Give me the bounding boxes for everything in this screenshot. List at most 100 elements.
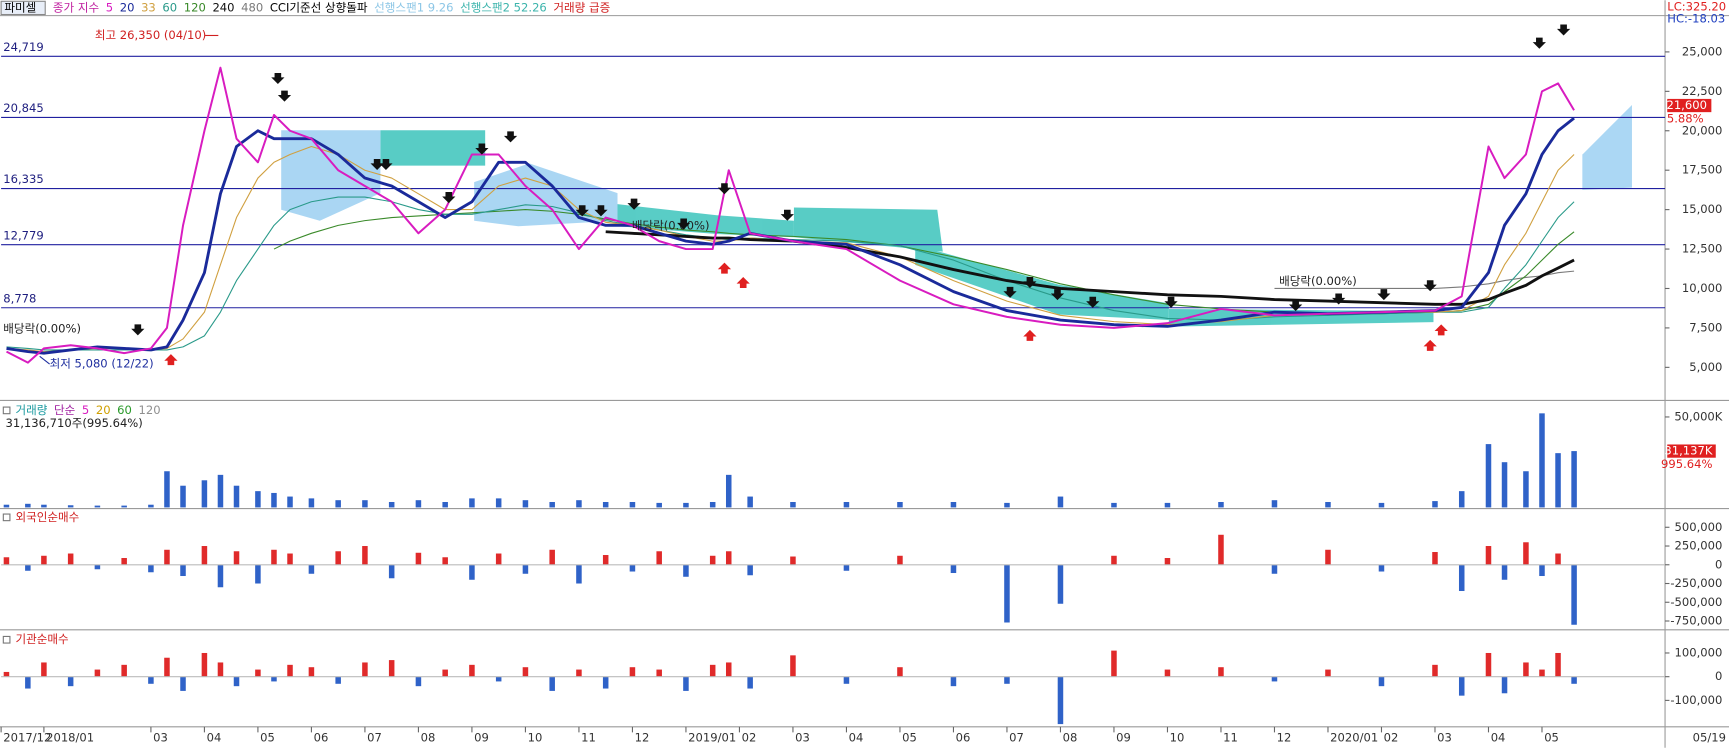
y-tick-label: 10,000	[1682, 281, 1722, 295]
bar	[217, 564, 224, 588]
y-tick-label: 500,000	[1675, 520, 1723, 534]
bar	[1378, 676, 1385, 687]
current-price: 21,600	[1666, 98, 1706, 112]
bar	[121, 558, 127, 565]
bar	[522, 667, 529, 677]
y-tick-label: 50,000K	[1674, 409, 1722, 423]
bar	[1325, 549, 1331, 565]
bar	[362, 546, 368, 565]
level-label: 24,719	[3, 40, 43, 54]
bar	[469, 498, 475, 508]
legend-entry: 20	[120, 0, 135, 14]
legend-entry: 20	[96, 403, 111, 417]
sell-signal	[1532, 37, 1546, 49]
x-tick-label: 03	[1437, 730, 1452, 744]
bar	[217, 662, 224, 677]
bar	[897, 667, 903, 677]
y-tick-label: 0	[1715, 557, 1722, 571]
bar	[656, 551, 662, 565]
bar	[41, 504, 47, 508]
bar	[233, 551, 240, 565]
x-tick-label: 12	[1277, 730, 1292, 744]
level-label: 20,845	[3, 101, 43, 115]
bar	[495, 553, 502, 565]
bar	[576, 500, 582, 508]
y-tick-label: 22,500	[1682, 84, 1722, 98]
x-tick-label: 07	[1009, 730, 1024, 744]
bar	[469, 564, 475, 580]
y-tick-label: 7,500	[1689, 320, 1722, 334]
bar	[388, 501, 395, 508]
bar	[683, 502, 689, 508]
lc-value: LC:325.20	[1667, 0, 1726, 13]
bar	[1571, 676, 1577, 684]
bar	[950, 501, 957, 508]
bar	[121, 505, 127, 508]
bar	[1432, 552, 1438, 565]
signal-label: 선행스팬2 52.26	[460, 0, 547, 14]
x-tick-label: 03	[153, 730, 168, 744]
cloud	[617, 204, 794, 238]
y-tick-label: 100,000	[1675, 645, 1723, 659]
annotation-arrow	[39, 355, 50, 365]
sell-signal	[1003, 286, 1017, 298]
bar	[388, 660, 395, 677]
bar	[335, 500, 341, 508]
y-tick-label: -500,000	[1670, 595, 1722, 609]
bar	[576, 669, 582, 677]
bar	[25, 503, 31, 508]
current-price-box	[1667, 98, 1712, 113]
bar	[67, 553, 74, 565]
sell-signal	[575, 205, 589, 217]
annotation: 최저 5,080 (12/22)	[50, 357, 154, 371]
panel-icon	[2, 513, 11, 522]
bar	[1458, 676, 1465, 696]
bar	[1523, 471, 1529, 508]
bar	[388, 564, 395, 579]
sell-signal	[1023, 276, 1037, 288]
bar	[725, 662, 732, 677]
ma-line	[605, 230, 1575, 306]
stock-name-box[interactable]	[0, 0, 46, 16]
bar	[1004, 502, 1010, 508]
legend-entry: 5	[82, 403, 89, 417]
bar	[3, 671, 10, 677]
bar	[1271, 676, 1278, 682]
bar	[3, 557, 10, 565]
bar	[1485, 444, 1492, 508]
current-volume: 31,137K	[1664, 444, 1712, 458]
legend-entry: 480	[241, 0, 263, 14]
bar	[180, 485, 186, 508]
buy-signal	[1023, 329, 1037, 341]
bar	[255, 564, 261, 584]
x-tick-label: 04	[849, 730, 864, 744]
sell-signal	[1086, 296, 1100, 308]
bar	[1164, 669, 1171, 677]
bar	[94, 669, 101, 677]
bar	[1539, 413, 1545, 508]
bar	[1378, 502, 1385, 508]
bar	[549, 676, 555, 691]
bar	[271, 492, 277, 508]
bar	[415, 552, 422, 565]
bar	[1378, 564, 1385, 572]
bar	[233, 676, 240, 687]
y-tick-label: 250,000	[1675, 539, 1723, 553]
bar	[1271, 500, 1278, 508]
bar	[1164, 502, 1171, 508]
level-label: 8,778	[3, 291, 36, 305]
cloud	[915, 244, 1169, 320]
bar	[522, 500, 529, 508]
x-tick-label: 2020/01	[1330, 730, 1378, 744]
bar	[709, 501, 716, 508]
ma-line	[6, 66, 1575, 364]
legend-entry: 60	[162, 0, 177, 14]
bar	[148, 676, 154, 684]
bar	[950, 564, 957, 574]
x-tick-label: 04	[207, 730, 222, 744]
bar	[271, 676, 277, 682]
bar	[308, 564, 315, 574]
legend-entry: 120	[184, 0, 206, 14]
bar	[725, 474, 732, 508]
